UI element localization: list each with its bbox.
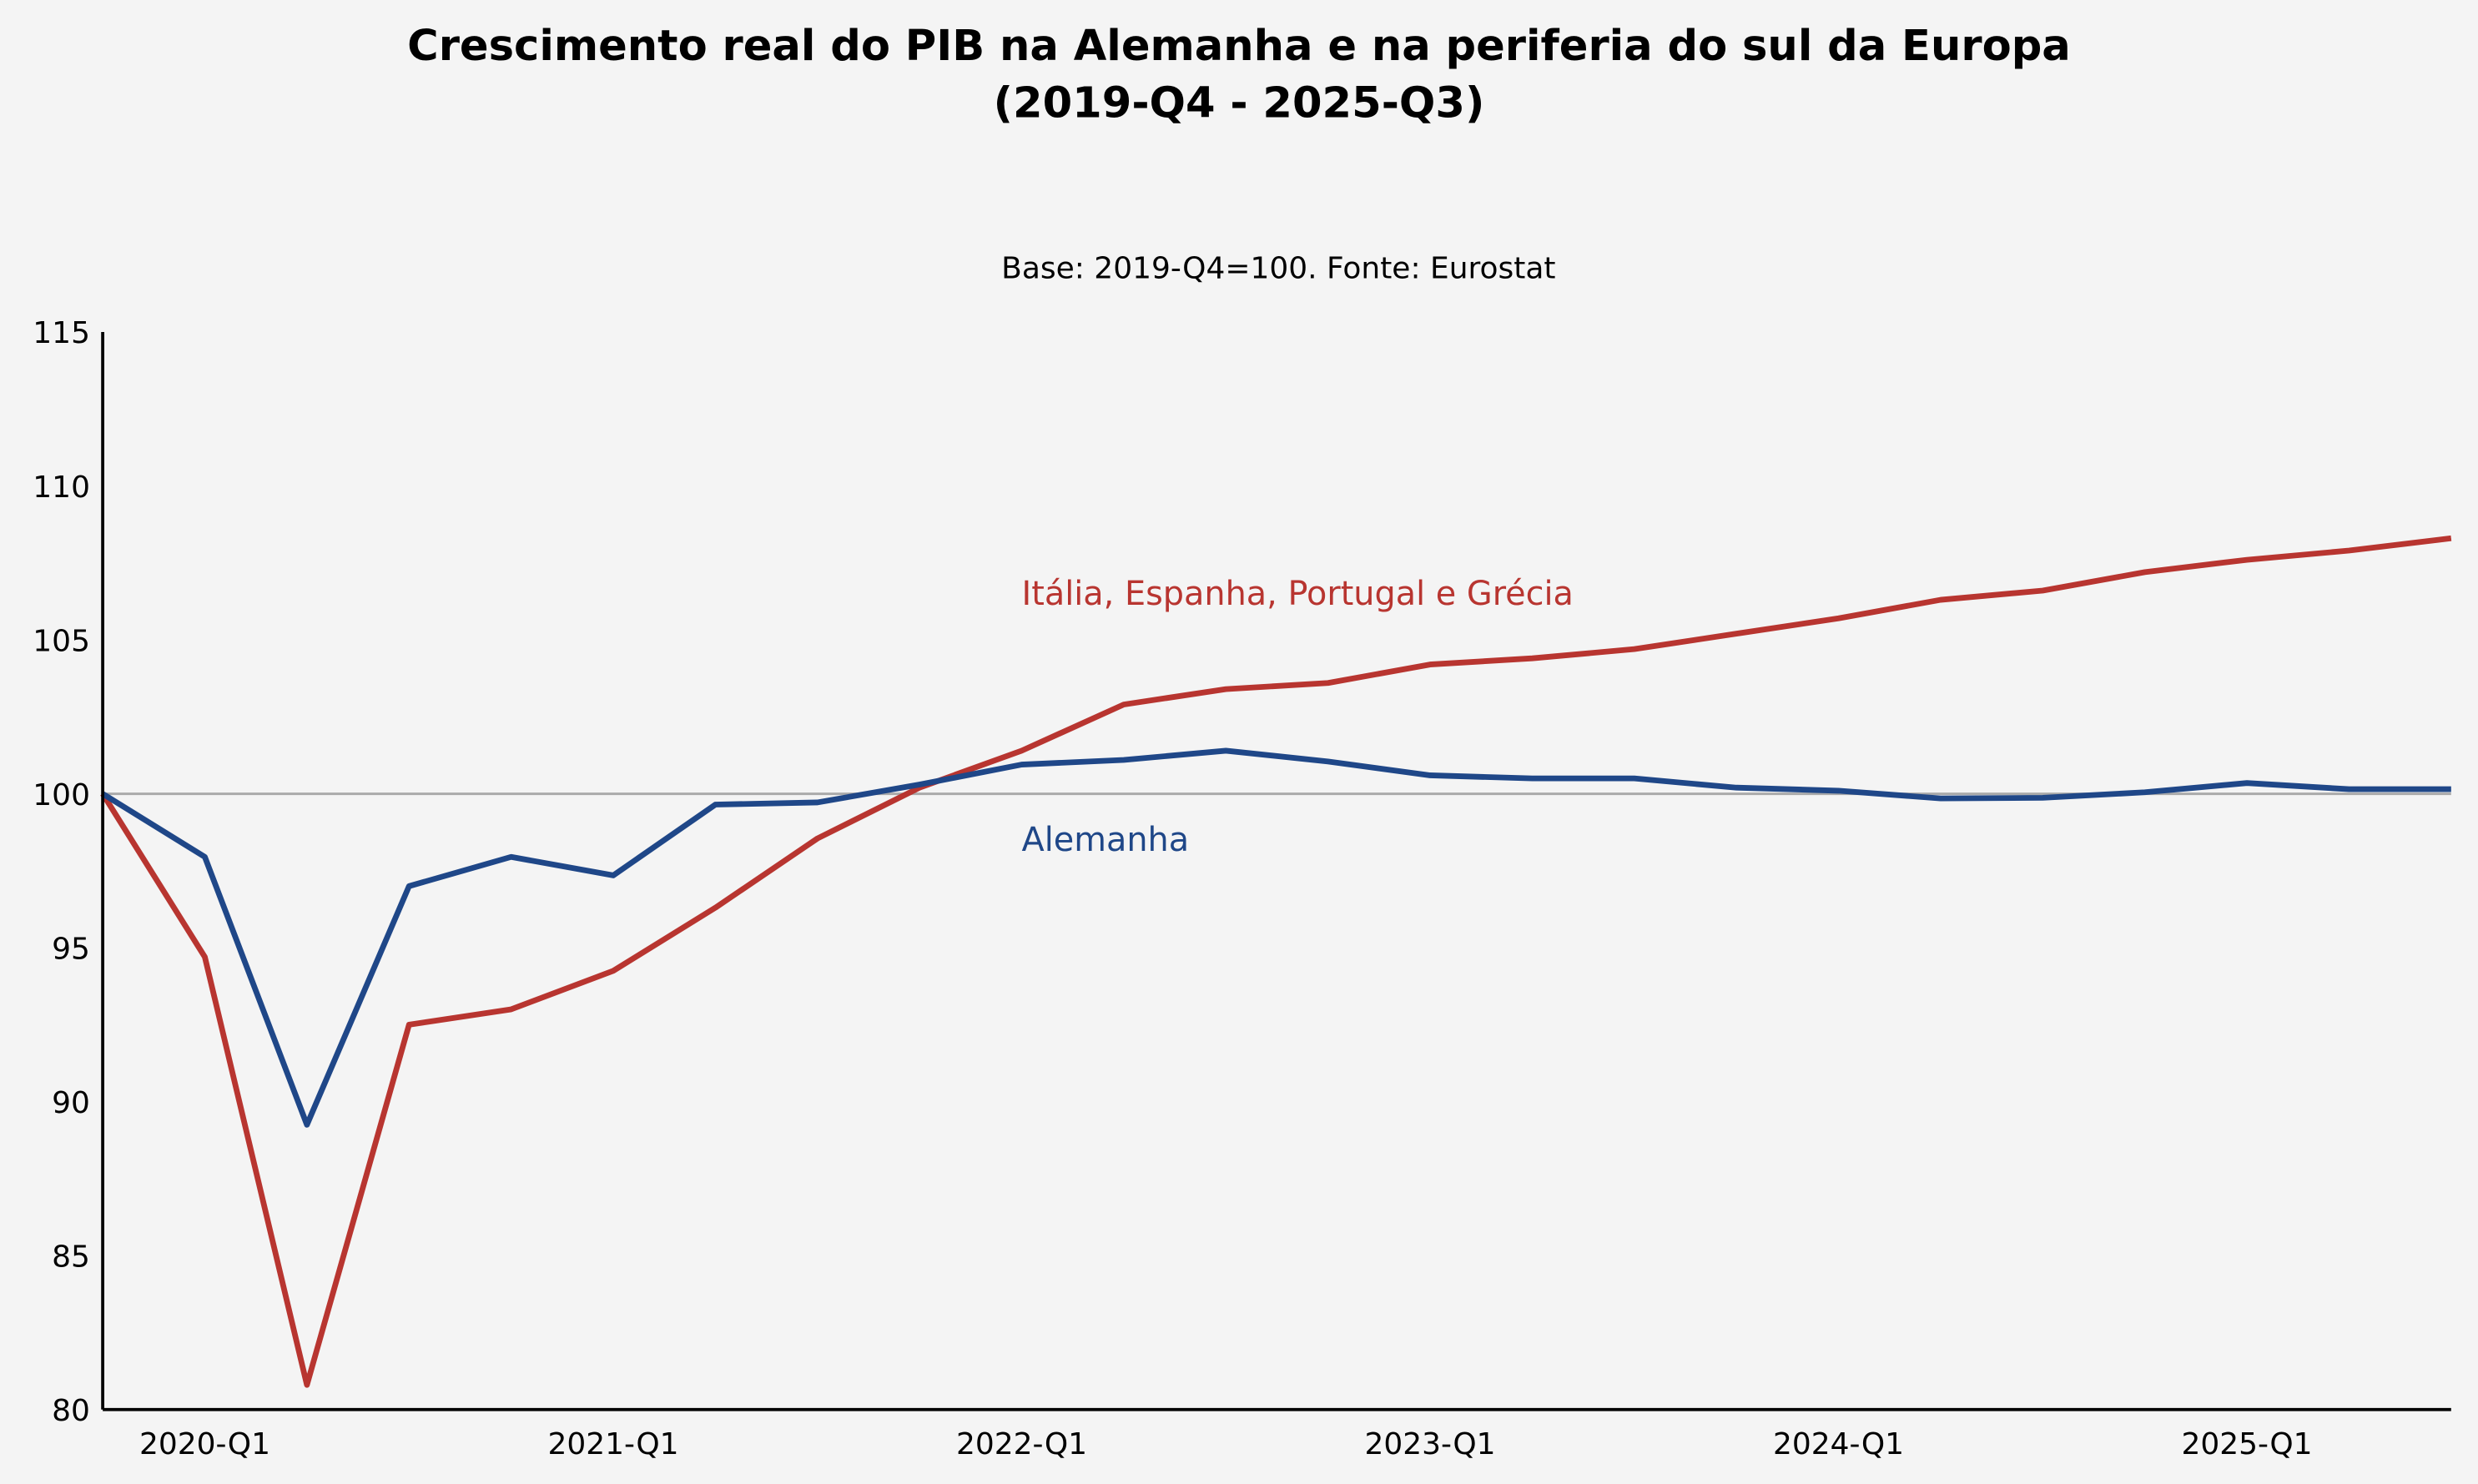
series-label-0: Itália, Espanha, Portugal e Grécia (1022, 575, 1574, 613)
series-labels: Itália, Espanha, Portugal e Grécia Aleman… (1022, 575, 1574, 859)
series-line-0 (100, 535, 2452, 1388)
y-tick-label: 115 (33, 316, 90, 350)
y-axis-ticks: 80 85 90 95 100 105 110 115 (33, 316, 90, 1428)
chart-subtitle: Base: 2019-Q4=100. Fonte: Eurostat (1001, 252, 1555, 286)
series-line-1 (101, 747, 2451, 1128)
chart-title-line2: (2019-Q4 - 2025-Q3) (994, 78, 1485, 128)
y-tick-label: 95 (52, 932, 90, 966)
y-tick-label: 85 (52, 1240, 90, 1274)
x-tick-label: 2025-Q1 (2182, 1427, 2313, 1461)
x-tick-label: 2024-Q1 (1773, 1427, 1904, 1461)
series-lines (100, 535, 2452, 1388)
y-tick-label: 105 (33, 624, 90, 658)
y-tick-label: 110 (33, 470, 90, 505)
x-tick-label: 2021-Q1 (547, 1427, 678, 1461)
y-tick-label: 100 (33, 778, 90, 812)
y-tick-label: 90 (52, 1086, 90, 1120)
x-tick-label: 2020-Q1 (139, 1427, 270, 1461)
y-tick-label: 80 (52, 1394, 90, 1428)
x-tick-label: 2022-Q1 (956, 1427, 1087, 1461)
series-label-1: Alemanha (1022, 821, 1190, 859)
chart-title: Crescimento real do PIB na Alemanha e na… (407, 22, 2071, 71)
x-axis-ticks: 2020-Q1 2021-Q1 2022-Q1 2023-Q1 2024-Q1 2025-… (139, 1427, 2313, 1461)
x-tick-label: 2023-Q1 (1365, 1427, 1496, 1461)
